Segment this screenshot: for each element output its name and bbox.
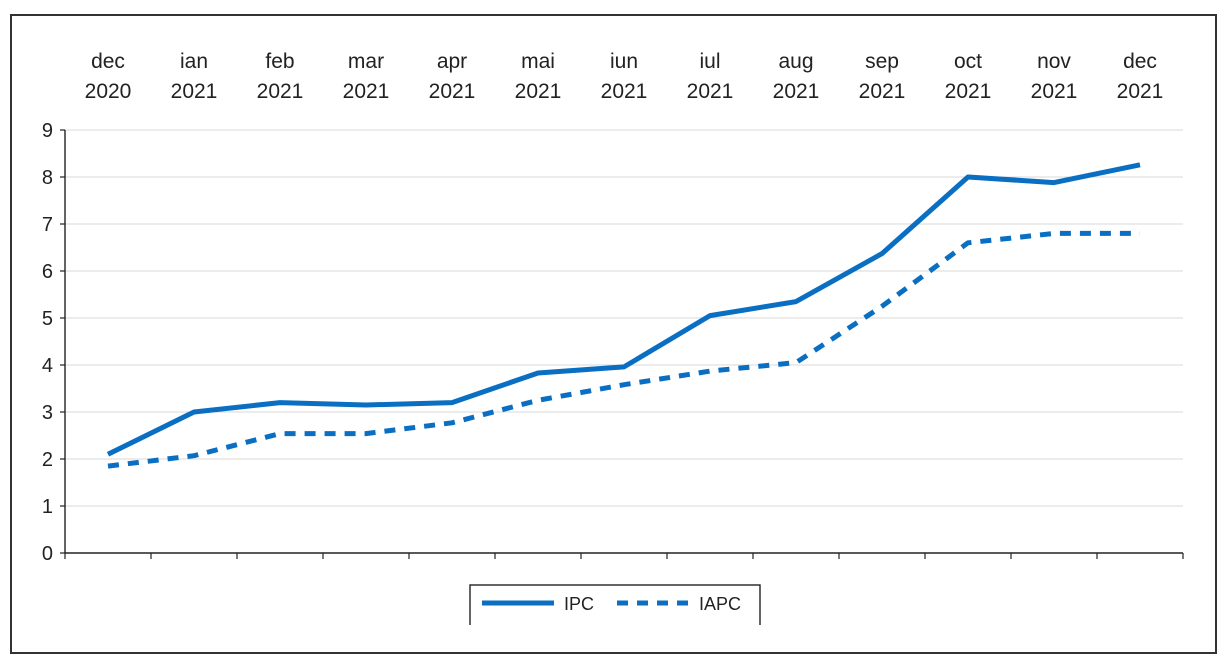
chart-frame	[10, 14, 1217, 654]
x-tick-label: feb	[265, 50, 294, 73]
y-tick-label: 8	[42, 167, 53, 189]
series-lines	[106, 162, 1141, 469]
x-tick-label: nov	[1037, 50, 1071, 73]
x-tick-label: 2021	[343, 80, 390, 103]
y-tick-label: 0	[42, 543, 53, 565]
x-axis-labels: dec 2020 ian 2021 feb 2021 mar 2021 apr 2021 mai 20…	[85, 50, 1164, 103]
x-tick-label: 2021	[515, 80, 562, 103]
x-tick-label: oct	[954, 50, 982, 73]
x-tick-label: 2021	[1031, 80, 1078, 103]
line-chart: dec2020ian2021feb2021mar2021apr2021mai20…	[42, 50, 1184, 625]
y-tick-label: 3	[42, 402, 53, 424]
y-tick-label: 1	[42, 496, 53, 518]
series-line-ipc	[106, 162, 1141, 457]
x-tick-label: 2021	[945, 80, 992, 103]
x-tick-label: apr	[437, 50, 467, 73]
x-tick-label: 2020	[85, 80, 132, 103]
x-tick-label: 2021	[687, 80, 734, 103]
x-tick-label: mar	[348, 50, 384, 73]
y-tick-label: 6	[42, 261, 53, 283]
x-tick-label: 2021	[1117, 80, 1164, 103]
x-tick-label: 2021	[429, 80, 476, 103]
legend-label-ipc: IPC	[564, 594, 594, 614]
legend-label-iapc: IAPC	[699, 594, 741, 614]
y-tick-label: 2	[42, 449, 53, 471]
y-tick-label: 9	[42, 120, 53, 142]
y-tick-label: 4	[42, 355, 53, 377]
x-tick-label: dec	[1123, 50, 1157, 73]
axes	[60, 129, 1184, 559]
x-tick-label: sep	[865, 50, 899, 73]
gridlines	[65, 129, 1183, 507]
x-tick-label: dec	[91, 50, 125, 73]
y-axis-labels: 0 1 2 3 4 5 6 7 8 9	[42, 120, 53, 565]
x-tick-label: 2021	[257, 80, 304, 103]
x-tick-label: ian	[180, 50, 208, 73]
x-tick-label: 2021	[171, 80, 218, 103]
y-tick-label: 7	[42, 214, 53, 236]
legend: IPC IAPC	[469, 584, 761, 625]
y-tick-label: 5	[42, 308, 53, 330]
x-tick-label: iul	[699, 50, 720, 73]
x-tick-label: 2021	[859, 80, 906, 103]
x-tick-label: iun	[610, 50, 638, 73]
x-tick-label: 2021	[601, 80, 648, 103]
x-tick-label: mai	[521, 50, 555, 73]
series-line-iapc	[107, 230, 1140, 469]
x-tick-label: aug	[778, 50, 813, 73]
x-tick-label: 2021	[773, 80, 820, 103]
